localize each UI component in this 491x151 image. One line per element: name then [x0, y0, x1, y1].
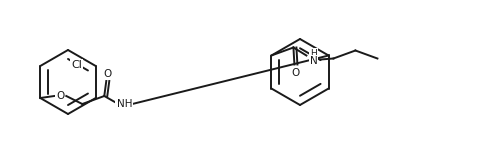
- Text: NH: NH: [116, 99, 132, 109]
- Text: O: O: [291, 67, 300, 77]
- Text: N: N: [309, 56, 317, 66]
- Text: H: H: [310, 49, 317, 58]
- Text: O: O: [103, 69, 111, 79]
- Text: O: O: [56, 91, 64, 101]
- Text: Cl: Cl: [71, 60, 82, 70]
